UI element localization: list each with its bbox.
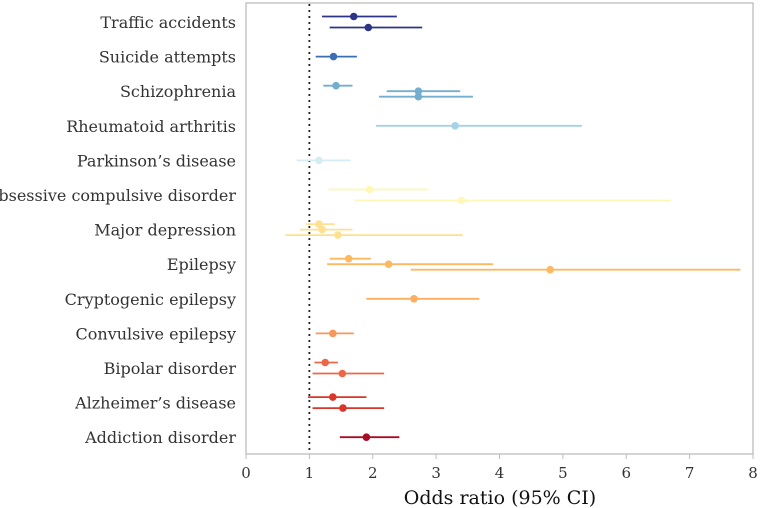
x-tick-label: 7 [685, 464, 695, 482]
or-point [329, 329, 337, 338]
x-tick-label: 8 [748, 464, 758, 482]
or-point [338, 369, 347, 378]
estimate [306, 220, 335, 228]
x-axis: 0 1 2 3 4 5 6 7 8 [241, 454, 758, 482]
x-tick-label: 5 [558, 464, 568, 482]
estimate-marks [285, 12, 741, 442]
category-label: Epilepsy [167, 255, 236, 274]
or-point [349, 12, 358, 21]
or-point [329, 52, 338, 61]
or-point [414, 87, 423, 95]
estimate [296, 156, 351, 165]
estimate [285, 231, 463, 239]
category-label: Traffic accidents [100, 13, 236, 32]
or-point [339, 404, 347, 412]
or-point [329, 393, 337, 401]
category-label: Alzheimer’s disease [74, 394, 236, 413]
or-point [315, 220, 323, 228]
category-label: Addiction disorder [84, 428, 236, 447]
or-point [410, 295, 418, 303]
category-label: Cryptogenic epilepsy [65, 290, 236, 309]
x-tick-label: 2 [368, 464, 378, 482]
category-labels: Traffic accidents Suicide attempts Schizop… [0, 13, 236, 447]
estimate [355, 196, 671, 205]
estimate [299, 225, 353, 234]
estimate [314, 358, 338, 367]
x-axis-label: Odds ratio (95% CI) [404, 487, 596, 508]
estimate [386, 87, 461, 95]
or-point [332, 81, 340, 90]
category-label: Bipolar disorder [104, 359, 237, 378]
category-label: Convulsive epilepsy [76, 324, 236, 343]
or-point [384, 260, 393, 269]
or-point [321, 358, 330, 367]
estimate [312, 404, 385, 412]
category-label: Major depression [94, 221, 236, 240]
x-tick-label: 3 [431, 464, 441, 482]
estimate [322, 12, 397, 21]
or-point [318, 225, 326, 234]
estimate [329, 23, 423, 32]
category-label: Parkinson’s disease [77, 151, 236, 170]
x-tick-label: 0 [241, 464, 251, 482]
x-tick-label: 1 [305, 464, 315, 482]
category-label: Schizophrenia [120, 82, 236, 101]
category-label: Suicide attempts [99, 48, 236, 67]
estimate [312, 369, 385, 378]
estimate [339, 433, 400, 442]
category-label: Rheumatoid arthritis [66, 117, 236, 136]
estimate [328, 185, 429, 194]
estimate [410, 265, 741, 274]
or-point [315, 156, 323, 165]
estimate [323, 81, 353, 90]
or-point [414, 92, 423, 101]
estimate [375, 122, 582, 130]
category-label: Obsessive compulsive disorder [0, 186, 236, 205]
estimate [308, 393, 367, 401]
or-point [334, 231, 342, 239]
or-point [344, 254, 353, 263]
or-point [362, 433, 371, 442]
estimate [315, 52, 357, 61]
x-tick-label: 6 [621, 464, 631, 482]
or-point [365, 185, 374, 194]
estimate [379, 92, 473, 101]
estimate [315, 329, 354, 338]
or-point [457, 196, 466, 205]
x-tick-label: 4 [495, 464, 505, 482]
or-point [451, 122, 459, 130]
or-point [364, 23, 373, 32]
estimate [327, 260, 494, 269]
estimate [366, 295, 480, 303]
estimate [329, 254, 371, 263]
or-point [546, 265, 554, 274]
